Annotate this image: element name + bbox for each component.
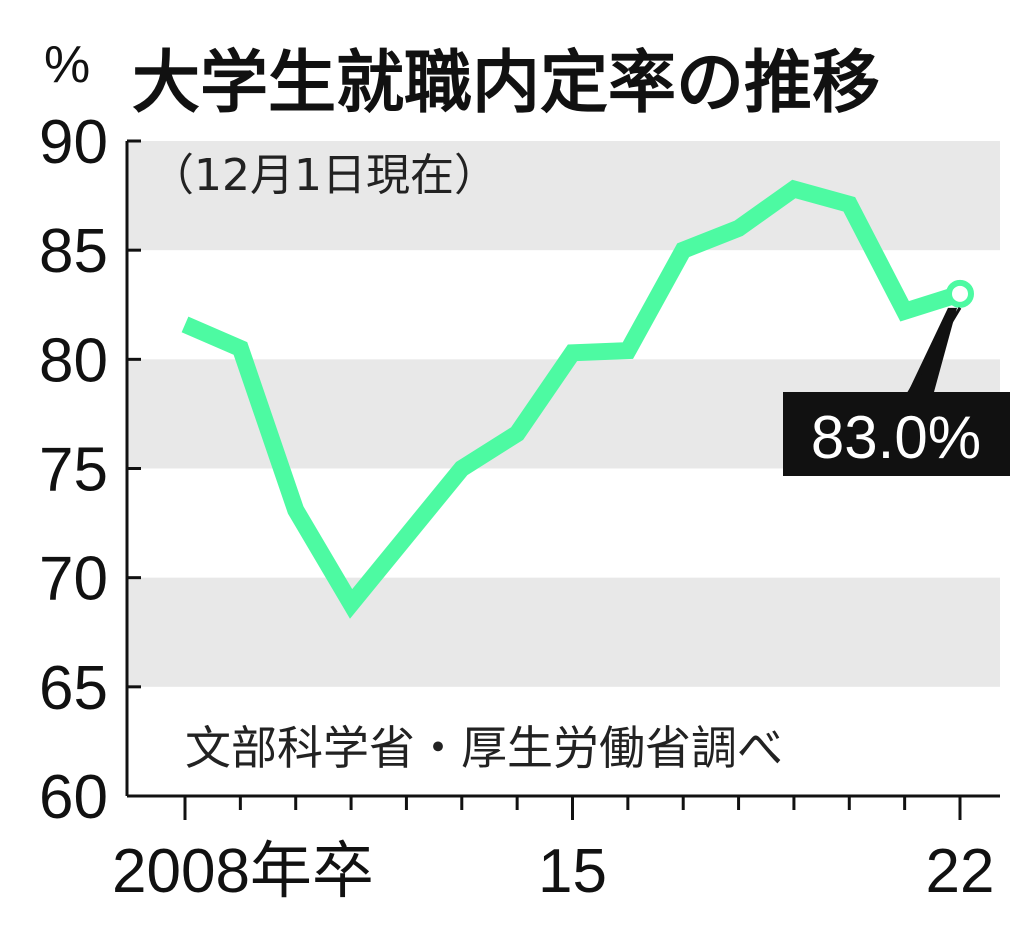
grid-band (127, 577, 1000, 687)
y-tick-label: 60 (39, 763, 108, 832)
chart-title: 大学生就職内定率の推移 (132, 44, 880, 123)
y-tick-label: 65 (39, 654, 108, 723)
y-tick-label: 85 (39, 217, 108, 286)
callout-box (783, 392, 1010, 476)
source-note: 文部科学省・厚生労働省調べ (185, 721, 783, 775)
y-tick-label: 90 (39, 108, 108, 177)
y-tick-label: 75 (39, 436, 108, 505)
x-label-first: 2008年卒 (112, 837, 374, 906)
x-label-last: 22 (926, 837, 995, 906)
chart-subtitle: （12月1日現在） (150, 150, 498, 201)
y-tick-label: 80 (39, 326, 108, 395)
x-label-mid: 15 (538, 837, 607, 906)
last-point-marker (946, 279, 974, 308)
series-line (181, 179, 963, 619)
y-tick-label: 70 (39, 545, 108, 614)
callout-leader (906, 307, 962, 395)
callout-label: 83.0% (811, 404, 981, 471)
unit-label: % (44, 36, 90, 94)
